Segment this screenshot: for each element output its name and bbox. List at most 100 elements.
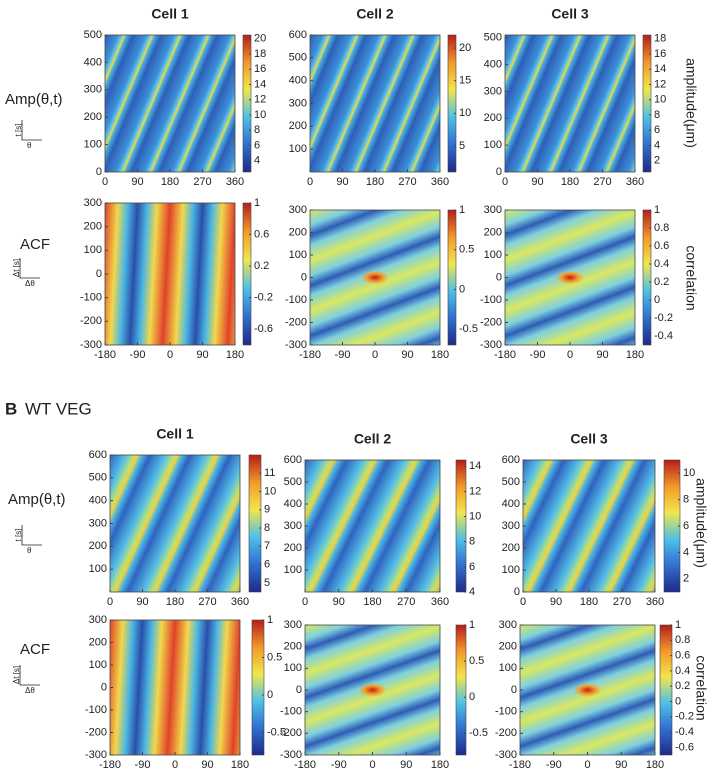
colorbar-tick-label: -0.5 bbox=[459, 323, 478, 335]
x-tick-label: 90 bbox=[201, 759, 213, 771]
x-tick-label: 0 bbox=[369, 759, 375, 771]
x-tick-label: 180 bbox=[431, 759, 449, 771]
y-tick-label: -200 bbox=[80, 315, 102, 327]
colorbar-tick-label: 12 bbox=[469, 485, 481, 497]
heatmap bbox=[310, 35, 440, 172]
y-tick-label: 200 bbox=[84, 221, 102, 233]
y-tick-label: -200 bbox=[480, 316, 502, 328]
y-tick-label: 600 bbox=[289, 29, 307, 41]
y-tick-label: 100 bbox=[284, 564, 302, 576]
axis-icon-x: θ bbox=[27, 546, 32, 555]
colorbar-tick-label: 1 bbox=[459, 204, 465, 216]
colorbar-tick-label: -0.5 bbox=[267, 726, 286, 738]
colorbar-tick-label: 0.6 bbox=[254, 228, 269, 240]
colorbar-tick-label: 0 bbox=[459, 283, 465, 295]
y-tick-label: 100 bbox=[284, 662, 302, 674]
y-tick-label: -300 bbox=[85, 749, 107, 761]
x-tick-label: 90 bbox=[400, 759, 412, 771]
x-tick-label: 360 bbox=[231, 596, 249, 608]
colorbar-tick-label: 0.5 bbox=[459, 244, 474, 256]
y-tick-label: 200 bbox=[284, 641, 302, 653]
y-tick-label: 200 bbox=[502, 542, 520, 554]
colorbar bbox=[248, 454, 262, 593]
y-tick-label: 300 bbox=[499, 619, 517, 631]
colorbar-tick-label: 1 bbox=[469, 619, 475, 631]
x-tick-label: 90 bbox=[333, 596, 345, 608]
row-label: ACF bbox=[20, 236, 50, 253]
colorbar-tick-label: -0.2 bbox=[675, 711, 694, 723]
colorbar bbox=[447, 209, 457, 346]
row-label: Amp(θ,t) bbox=[5, 91, 63, 108]
central-peak bbox=[358, 683, 387, 697]
y-tick-label: 0 bbox=[514, 586, 520, 598]
x-tick-label: 90 bbox=[401, 349, 413, 361]
y-tick-label: -200 bbox=[280, 727, 302, 739]
colorbar-tick-label: 4 bbox=[469, 586, 475, 598]
x-tick-label: 0 bbox=[372, 349, 378, 361]
colorbar-tick-label: 4 bbox=[654, 139, 660, 151]
y-tick-label: 300 bbox=[289, 204, 307, 216]
colorbar-tick-label: 0 bbox=[267, 689, 273, 701]
y-tick-label: 0 bbox=[101, 681, 107, 693]
colorbar-tick-label: 0.2 bbox=[254, 260, 269, 272]
colorbar-tick-label: 0.2 bbox=[654, 276, 669, 288]
colorbar-tick-label: 0.6 bbox=[675, 649, 690, 661]
y-tick-label: 200 bbox=[484, 112, 502, 124]
colorbar-tick-label: 4 bbox=[254, 154, 260, 166]
colorbar-tick-label: 8 bbox=[654, 109, 660, 121]
axis-icon bbox=[21, 120, 42, 141]
colorbar-tick-label: -0.6 bbox=[675, 741, 694, 753]
colorbar-tick-label: 9 bbox=[264, 504, 270, 516]
x-tick-label: 180 bbox=[226, 349, 244, 361]
y-tick-label: 300 bbox=[284, 619, 302, 631]
x-tick-label: -90 bbox=[335, 349, 351, 361]
x-tick-label: 360 bbox=[431, 596, 449, 608]
y-tick-label: 100 bbox=[484, 249, 502, 261]
x-tick-label: 270 bbox=[397, 596, 415, 608]
y-tick-label: -300 bbox=[280, 749, 302, 761]
y-tick-label: -100 bbox=[80, 292, 102, 304]
colorbar-tick-label: 10 bbox=[683, 467, 695, 479]
colorbar bbox=[663, 459, 681, 593]
x-tick-label: 90 bbox=[196, 349, 208, 361]
x-tick-label: 180 bbox=[561, 176, 579, 188]
axis-icon-x: Δθ bbox=[25, 279, 35, 288]
colorbar-tick-label: 10 bbox=[459, 107, 471, 119]
x-tick-label: 360 bbox=[226, 176, 244, 188]
colorbar-tick-label: 8 bbox=[683, 494, 689, 506]
colorbar-tick-label: 10 bbox=[654, 94, 666, 106]
colorbar-tick-label: 2 bbox=[654, 154, 660, 166]
panel-title: Cell 3 bbox=[551, 6, 589, 22]
colorbar-tick-label: 18 bbox=[254, 48, 266, 60]
axis-icon bbox=[19, 665, 40, 686]
side-label: correlation bbox=[693, 655, 709, 720]
colorbar-tick-label: 0.4 bbox=[675, 665, 690, 677]
x-tick-label: 0 bbox=[502, 176, 508, 188]
colorbar-tick-label: -0.5 bbox=[469, 727, 488, 739]
row-label: Amp(θ,t) bbox=[8, 491, 66, 508]
x-tick-label: 90 bbox=[136, 596, 148, 608]
axis-icon bbox=[21, 525, 42, 546]
x-tick-label: 0 bbox=[520, 596, 526, 608]
x-tick-label: -90 bbox=[135, 759, 151, 771]
panel-title: Cell 3 bbox=[570, 431, 608, 447]
colorbar-tick-label: -0.4 bbox=[675, 726, 694, 738]
y-tick-label: 100 bbox=[502, 564, 520, 576]
x-tick-label: -90 bbox=[546, 759, 562, 771]
x-tick-label: -180 bbox=[494, 349, 516, 361]
x-tick-label: 360 bbox=[646, 596, 664, 608]
colorbar bbox=[642, 209, 652, 346]
colorbar bbox=[659, 624, 673, 756]
y-tick-label: 400 bbox=[289, 75, 307, 87]
colorbar-tick-label: 12 bbox=[254, 94, 266, 106]
colorbar-tick-label: 0 bbox=[654, 294, 660, 306]
axis-icon bbox=[19, 258, 40, 279]
y-tick-label: 200 bbox=[89, 636, 107, 648]
y-tick-label: 200 bbox=[289, 120, 307, 132]
colorbar-tick-label: 7 bbox=[264, 540, 270, 552]
colorbar-tick-label: 0.4 bbox=[654, 258, 669, 270]
colorbar-tick-label: -0.4 bbox=[654, 330, 673, 342]
y-tick-label: -300 bbox=[80, 339, 102, 351]
colorbar-tick-label: 1 bbox=[654, 204, 660, 216]
